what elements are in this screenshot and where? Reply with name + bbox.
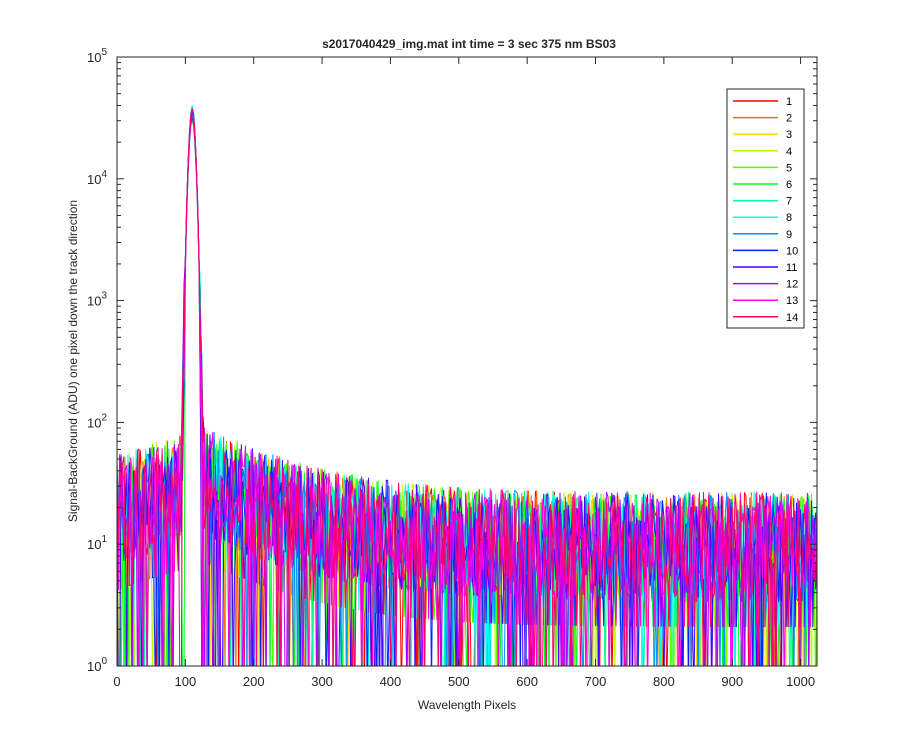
legend-label-9: 9 bbox=[786, 229, 792, 241]
x-tick-label: 300 bbox=[311, 674, 333, 689]
x-tick-label: 900 bbox=[721, 674, 743, 689]
y-tick-label: 100 bbox=[87, 656, 107, 674]
legend-box bbox=[726, 88, 805, 329]
legend-label-3: 3 bbox=[786, 129, 792, 141]
legend-label-6: 6 bbox=[786, 179, 792, 191]
chart-title: s2017040429_img.mat int time = 3 sec 375… bbox=[322, 37, 616, 51]
x-tick-label: 600 bbox=[516, 674, 538, 689]
series-layer bbox=[117, 105, 817, 666]
axes-box bbox=[116, 56, 818, 667]
x-axis-label: Wavelength Pixels bbox=[418, 698, 516, 712]
y-tick-label: 105 bbox=[87, 47, 107, 65]
x-tick-label: 700 bbox=[585, 674, 607, 689]
legend-label-1: 1 bbox=[786, 96, 792, 108]
y-tick-label: 101 bbox=[87, 534, 107, 552]
x-tick-label: 800 bbox=[653, 674, 675, 689]
x-tick-label: 200 bbox=[243, 674, 265, 689]
legend-label-12: 12 bbox=[786, 279, 798, 291]
series-line-13 bbox=[117, 109, 817, 666]
legend-label-14: 14 bbox=[786, 312, 798, 324]
y-tick-label: 102 bbox=[87, 412, 107, 430]
x-tick-label: 400 bbox=[380, 674, 402, 689]
y-tick-label: 103 bbox=[87, 291, 107, 309]
x-tick-label: 100 bbox=[175, 674, 197, 689]
x-tick-label: 500 bbox=[448, 674, 470, 689]
legend-label-2: 2 bbox=[786, 113, 792, 125]
series-line-14 bbox=[117, 108, 817, 666]
y-tick-label: 104 bbox=[87, 169, 107, 187]
x-tick-label: 0 bbox=[113, 674, 120, 689]
legend-label-13: 13 bbox=[786, 295, 798, 307]
y-axis-label: Signal-BackGround (ADU) one pixel down t… bbox=[66, 200, 80, 522]
legend-label-8: 8 bbox=[786, 212, 792, 224]
legend-label-10: 10 bbox=[786, 245, 798, 257]
legend-label-4: 4 bbox=[786, 146, 792, 158]
legend-label-5: 5 bbox=[786, 162, 792, 174]
legend-label-11: 11 bbox=[786, 262, 797, 274]
x-tick-label: 1000 bbox=[786, 674, 815, 689]
legend-label-7: 7 bbox=[786, 196, 792, 208]
